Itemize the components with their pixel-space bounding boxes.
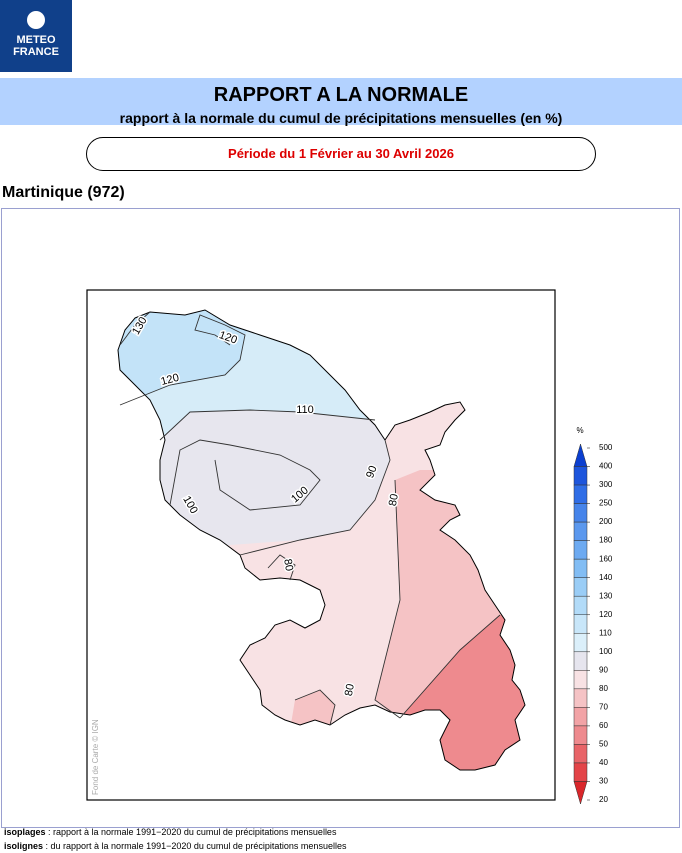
legend-swatch xyxy=(573,762,588,782)
logo-text: FRANCE xyxy=(13,46,59,58)
legend-label: 30 xyxy=(599,777,608,786)
isoline xyxy=(119,314,246,406)
zone xyxy=(118,310,260,405)
isoline xyxy=(119,311,151,346)
legend-label: 250 xyxy=(599,499,613,508)
legend-label: 140 xyxy=(599,573,613,582)
legend: 500 400 300 250 200 180 160 140 130 120 110 100 90 80… xyxy=(573,443,613,805)
contour-label: 80 xyxy=(387,493,401,507)
legend-swatch xyxy=(573,670,588,690)
period-box: Période du 1 Février au 30 Avril 2026 xyxy=(86,137,596,171)
footer-term: isoplages xyxy=(4,827,46,837)
legend-label: 400 xyxy=(599,462,613,471)
legend-label: 200 xyxy=(599,517,613,526)
legend-label: 80 xyxy=(599,684,608,693)
legend-label: 60 xyxy=(599,721,608,730)
legend-swatch xyxy=(573,781,588,805)
logo-icon xyxy=(27,11,45,29)
header-band: RAPPORT A LA NORMALE rapport à la normal… xyxy=(0,78,682,126)
legend-swatch xyxy=(573,651,588,671)
isoline xyxy=(239,439,391,556)
map-credit: Fond de Carte © IGN xyxy=(91,719,100,795)
legend-label: 40 xyxy=(599,758,608,767)
legend-swatch xyxy=(573,744,588,764)
legend-swatch xyxy=(573,503,588,523)
footer-term: isolignes xyxy=(4,841,44,851)
legend-label: 180 xyxy=(599,536,613,545)
isolines xyxy=(119,311,501,726)
legend-swatch xyxy=(573,558,588,578)
legend-label: 70 xyxy=(599,702,608,711)
legend-label: 500 xyxy=(599,443,613,452)
legend-swatch xyxy=(573,443,588,467)
legend-label: 90 xyxy=(599,665,608,674)
contour-label: 110 xyxy=(296,404,314,416)
legend-label: 100 xyxy=(599,647,613,656)
legend-swatch xyxy=(573,614,588,634)
legend-swatch xyxy=(573,725,588,745)
legend-swatch xyxy=(573,633,588,653)
legend-label: 300 xyxy=(599,480,613,489)
isoline xyxy=(159,409,376,441)
legend-swatch xyxy=(573,577,588,597)
logo-text: METEO xyxy=(16,34,56,46)
footer-text: : du rapport à la normale 1991−2020 du c… xyxy=(43,841,347,851)
isoline xyxy=(399,614,501,719)
legend-label: 50 xyxy=(599,740,608,749)
map-frame xyxy=(1,208,680,828)
legend-swatch xyxy=(573,540,588,560)
footer: isoplages : rapport à la normale 1991−20… xyxy=(4,825,346,853)
contour-label: 90 xyxy=(364,464,379,480)
legend-label: 120 xyxy=(599,610,613,619)
contour-label: 80 xyxy=(281,558,295,572)
legend-swatch xyxy=(573,688,588,708)
isoline xyxy=(169,439,321,511)
legend-label: 110 xyxy=(599,628,612,637)
zone xyxy=(290,690,335,730)
isoline xyxy=(267,554,296,581)
legend-swatch xyxy=(573,595,588,615)
footer-line: isoplages : rapport à la normale 1991−20… xyxy=(4,825,346,839)
legend-swatch xyxy=(573,707,588,727)
contour-label: 80 xyxy=(343,683,357,697)
subtitle: rapport à la normale du cumul de précipi… xyxy=(119,110,563,126)
region-title: Martinique (972) xyxy=(2,184,125,201)
isoline xyxy=(374,479,401,719)
footer-line: isolignes : du rapport à la normale 1991… xyxy=(4,839,346,853)
logo: METEO FRANCE xyxy=(0,0,72,72)
legend-swatch xyxy=(573,521,588,541)
title: RAPPORT A LA NORMALE xyxy=(213,84,469,106)
isoline xyxy=(294,689,336,726)
legend-label: 160 xyxy=(599,554,613,563)
footer-text: : rapport à la normale 1991−2020 du cumu… xyxy=(45,827,337,837)
legend-swatch xyxy=(573,466,588,486)
legend-label: 20 xyxy=(599,795,608,804)
legend-unit: % xyxy=(576,426,583,435)
legend-swatch xyxy=(573,484,588,504)
legend-label: 130 xyxy=(599,591,613,600)
